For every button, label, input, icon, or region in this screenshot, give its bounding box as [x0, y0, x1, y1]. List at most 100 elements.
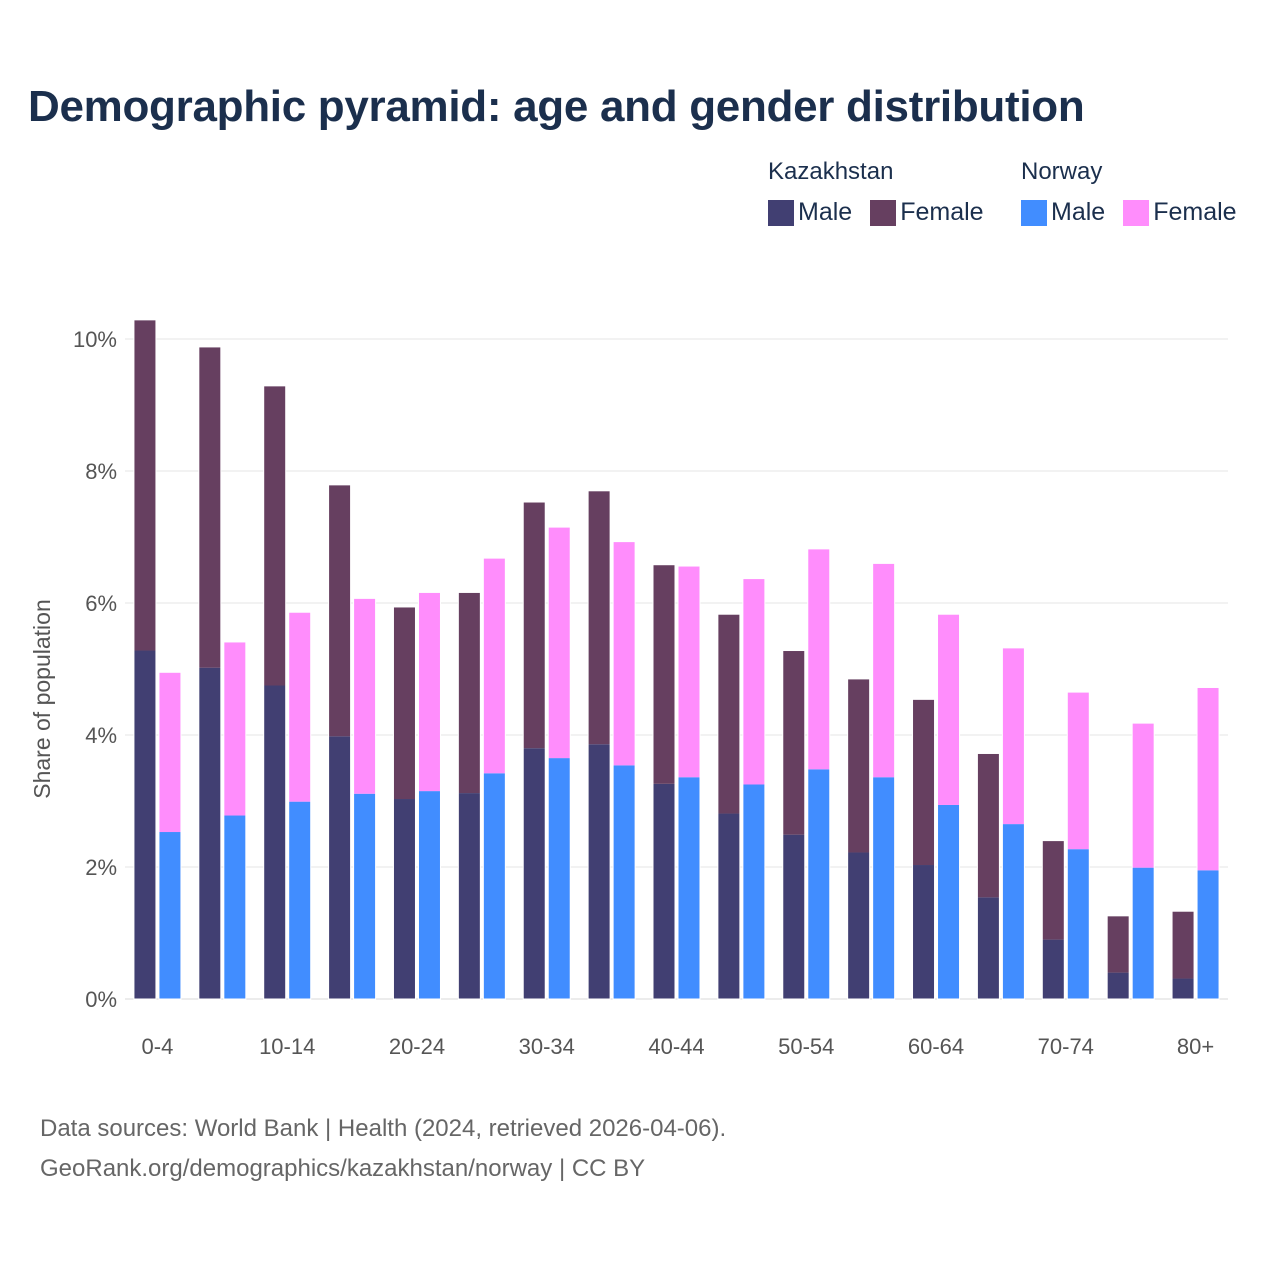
bar-outline [1066, 691, 1090, 1000]
bar-outline [198, 346, 222, 1000]
bar-outline [547, 526, 571, 1000]
bar-outline [522, 501, 546, 1000]
bar-kazakhstan-female [977, 753, 1000, 898]
bar-norway-male [483, 773, 506, 999]
bar-kazakhstan-female [1042, 840, 1065, 940]
bar-norway-male [872, 777, 895, 999]
bar-kazakhstan-male [1172, 978, 1195, 999]
bar-kazakhstan-female [847, 678, 870, 853]
bar-outline [872, 562, 896, 1000]
bar-kazakhstan-female [782, 650, 805, 835]
bar-norway-male [288, 801, 311, 999]
bar-outline [328, 484, 352, 1000]
x-tick-label: 40-44 [648, 1034, 704, 1059]
legend-label: Male [798, 198, 853, 226]
bar-norway-male [678, 777, 700, 999]
bar-outline [587, 490, 611, 1000]
bar-outline [1196, 686, 1220, 1000]
bar-norway-male [1132, 867, 1155, 999]
bar-outline [457, 591, 481, 1000]
x-tick-label: 50-54 [778, 1034, 834, 1059]
bar-norway-female [223, 641, 246, 816]
bar-outline [912, 698, 936, 1000]
bar-kazakhstan-female [198, 346, 221, 668]
bar-norway-female [483, 558, 506, 774]
legend-item-norway-male[interactable]: Male [1021, 198, 1105, 227]
bar-norway-male [937, 804, 960, 999]
bar-kazakhstan-male [1107, 972, 1130, 999]
bar-norway-male [353, 793, 376, 999]
legend-item-norway-female[interactable]: Female [1123, 198, 1237, 227]
bar-norway-female [613, 541, 636, 766]
legend-country-label: Kazakhstan [768, 158, 894, 185]
bar-kazakhstan-male [588, 744, 611, 999]
bar-kazakhstan-female [1172, 911, 1195, 979]
x-tick-label: 60-64 [908, 1034, 964, 1059]
bar-outline [677, 565, 701, 1000]
bar-kazakhstan-female [588, 490, 611, 745]
legend-norway: Norway Male Female [1021, 156, 1255, 227]
bar-outline [976, 752, 1000, 1000]
bar-norway-male [807, 769, 830, 999]
bar-norway-male [1002, 824, 1025, 999]
legend-label: Female [900, 198, 984, 226]
bar-kazakhstan-female [133, 319, 156, 651]
bar-kazakhstan-female [328, 484, 351, 737]
bar-outline [158, 671, 182, 1000]
bar-kazakhstan-male [782, 834, 805, 999]
y-axis-label: Share of population [29, 599, 55, 799]
bar-norway-female [678, 566, 700, 778]
bar-kazakhstan-male [1042, 939, 1065, 999]
legend-kazakhstan: Kazakhstan Male Female [768, 156, 1002, 227]
bar-outline [133, 319, 157, 1000]
bar-outline [1001, 647, 1025, 1000]
bar-kazakhstan-female [653, 564, 675, 784]
bar-outline [1131, 722, 1155, 1000]
bar-outline [353, 597, 377, 1000]
bar-outline [612, 541, 636, 1000]
bar-outline [1041, 840, 1065, 1000]
bar-norway-female [872, 563, 895, 778]
y-tick-label: 4% [85, 723, 117, 748]
bar-kazakhstan-male [458, 793, 481, 999]
bar-norway-female [353, 598, 376, 794]
bar-outline [288, 611, 312, 1000]
bar-kazakhstan-female [393, 606, 416, 800]
chart-title: Demographic pyramid: age and gender dist… [28, 82, 1085, 131]
bar-norway-female [418, 592, 441, 792]
bar-norway-female [1132, 723, 1155, 868]
bar-outline [263, 385, 287, 1000]
bar-kazakhstan-male [523, 748, 546, 999]
bar-outline [392, 606, 416, 1000]
bar-kazakhstan-male [912, 865, 935, 999]
bar-kazakhstan-male [977, 897, 1000, 999]
bar-norway-male [1197, 870, 1220, 999]
bar-norway-female [288, 612, 311, 802]
bar-kazakhstan-female [912, 699, 935, 866]
bar-norway-female [937, 614, 960, 805]
legend-swatch [1123, 199, 1150, 226]
legend-country-label: Norway [1021, 158, 1103, 185]
y-tick-label: 6% [85, 591, 117, 616]
legend-item-kazakhstan-female[interactable]: Female [870, 198, 984, 227]
bar-norway-male [223, 815, 246, 999]
bar-kazakhstan-male [198, 667, 221, 999]
bar-outline [417, 591, 441, 1000]
bar-kazakhstan-female [458, 592, 481, 794]
bar-outline [652, 564, 676, 1000]
legend-swatch [768, 199, 794, 226]
bar-norway-male [742, 784, 765, 999]
bar-kazakhstan-male [133, 650, 156, 999]
legend-item-kazakhstan-male[interactable]: Male [768, 198, 852, 227]
bar-outline [1171, 910, 1195, 1000]
bar-kazakhstan-male [263, 685, 286, 999]
x-tick-label: 80+ [1177, 1034, 1214, 1059]
bar-norway-female [158, 672, 181, 833]
bar-kazakhstan-female [523, 502, 546, 749]
bar-kazakhstan-female [717, 614, 740, 814]
x-tick-label: 30-34 [519, 1034, 575, 1059]
bar-kazakhstan-male [847, 852, 870, 999]
y-tick-label: 0% [85, 987, 117, 1012]
bar-norway-male [158, 832, 181, 999]
